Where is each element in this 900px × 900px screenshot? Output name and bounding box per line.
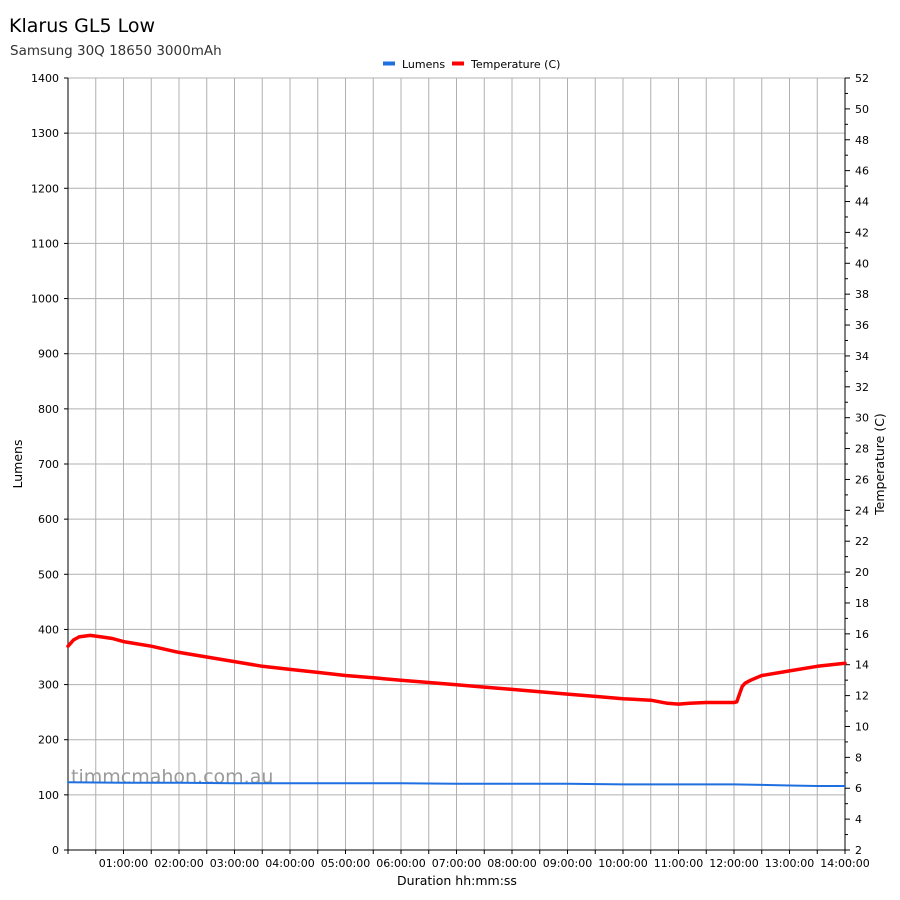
y-tick-label: 1200 [31, 182, 59, 195]
y2-tick-label: 50 [855, 103, 869, 116]
x-tick-label: 07:00:00 [432, 857, 481, 870]
watermark: timmcmahon.com.au [71, 766, 273, 788]
y-tick-label: 1400 [31, 72, 59, 85]
x-tick-label: 08:00:00 [487, 857, 536, 870]
grid-lines [68, 77, 846, 851]
y2-tick-label: 6 [855, 782, 862, 795]
x-axis-ticks: 01:00:00 02:00:00 03:00:00 04:00:00 05:00:00… [67, 850, 870, 870]
x-tick-label: 02:00:00 [154, 857, 203, 870]
legend: Lumens Temperature (C) [383, 58, 560, 71]
y-tick-label: 700 [38, 458, 59, 471]
lumens-series-line [67, 781, 846, 787]
y-tick-label: 600 [38, 513, 59, 526]
y2-tick-label: 52 [855, 72, 869, 85]
y2-tick-label: 28 [855, 443, 869, 456]
y-tick-label: 0 [52, 844, 59, 857]
x-tick-label: 13:00:00 [765, 857, 814, 870]
y2-tick-label: 16 [855, 628, 869, 641]
y-tick-label: 200 [38, 734, 59, 747]
chart-title: Klarus GL5 Low [9, 15, 156, 37]
y2-tick-label: 2 [855, 844, 862, 857]
series-lines [66, 633, 847, 787]
y2-tick-label: 8 [855, 751, 862, 764]
y2-tick-label: 42 [855, 226, 869, 239]
y-tick-label: 900 [38, 348, 59, 361]
y-tick-label: 1000 [31, 293, 59, 306]
y2-tick-label: 20 [855, 566, 869, 579]
y-tick-label: 400 [38, 623, 59, 636]
y2-tick-label: 40 [855, 257, 869, 270]
y2-tick-label: 22 [855, 535, 869, 548]
y2-axis-title: Temperature (C) [872, 413, 887, 516]
y2-tick-label: 38 [855, 288, 869, 301]
y2-tick-label: 46 [855, 165, 869, 178]
legend-label: Lumens [402, 58, 445, 71]
temperature-series-line [66, 633, 847, 706]
y-tick-label: 800 [38, 403, 59, 416]
x-tick-label: 05:00:00 [321, 857, 370, 870]
x-tick-label: 04:00:00 [265, 857, 314, 870]
legend-label: Temperature (C) [470, 58, 560, 71]
x-tick-label: 10:00:00 [598, 857, 647, 870]
x-tick-label: 09:00:00 [543, 857, 592, 870]
x-tick-label: 12:00:00 [709, 857, 758, 870]
y2-axis-ticks: 2468101214161820222426283032343638404244… [845, 72, 869, 857]
y2-tick-label: 26 [855, 473, 869, 486]
y-tick-label: 100 [38, 789, 59, 802]
chart-subtitle: Samsung 30Q 18650 3000mAh [10, 43, 222, 59]
y2-tick-label: 14 [855, 659, 869, 672]
y-tick-label: 500 [38, 568, 59, 581]
x-tick-label: 06:00:00 [376, 857, 425, 870]
y2-tick-label: 34 [855, 350, 869, 363]
x-tick-label: 01:00:00 [99, 857, 148, 870]
y-axis-ticks: 0 100 200 300 400 500 600 700 800 900 1000 1100 1200… [31, 72, 68, 857]
y2-tick-label: 10 [855, 720, 869, 733]
y2-tick-label: 36 [855, 319, 869, 332]
y2-tick-label: 12 [855, 690, 869, 703]
y-tick-label: 300 [38, 679, 59, 692]
y-tick-label: 1300 [31, 127, 59, 140]
y2-tick-label: 24 [855, 504, 869, 517]
x-tick-label: 11:00:00 [654, 857, 703, 870]
y-axis-title: Lumens [10, 440, 25, 489]
y2-tick-label: 44 [855, 196, 869, 209]
x-tick-label: 03:00:00 [210, 857, 259, 870]
y-tick-label: 1100 [31, 237, 59, 250]
y2-tick-label: 48 [855, 134, 869, 147]
y2-tick-label: 18 [855, 597, 869, 610]
y2-tick-label: 30 [855, 412, 869, 425]
y2-tick-label: 4 [855, 813, 862, 826]
x-axis-title: Duration hh:mm:ss [397, 873, 517, 888]
y2-tick-label: 32 [855, 381, 869, 394]
x-tick-label: 14:00:00 [820, 857, 869, 870]
